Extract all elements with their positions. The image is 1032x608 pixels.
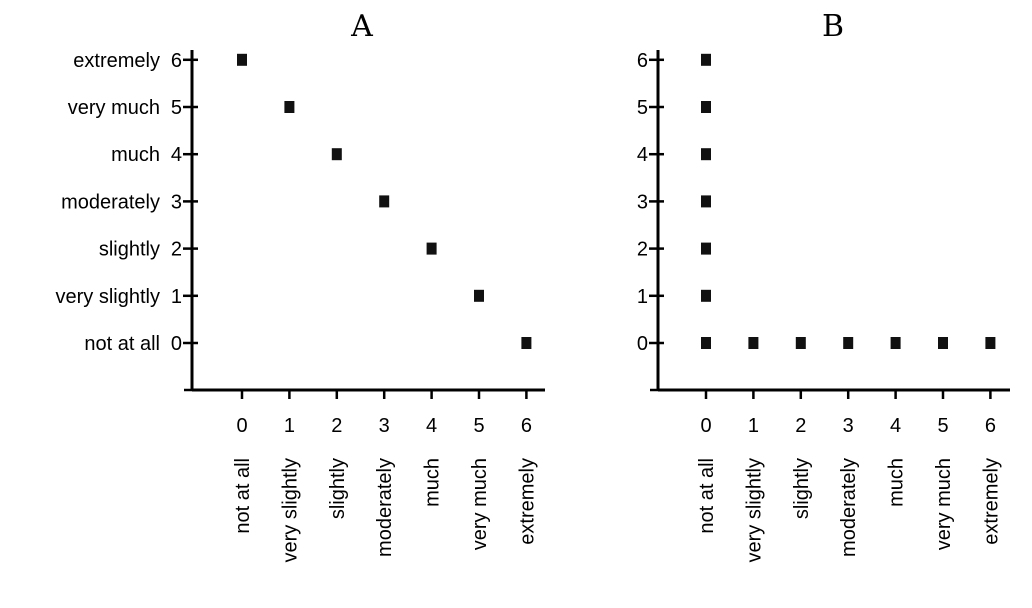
panel-a-point	[474, 289, 484, 302]
panel-b-point	[701, 53, 711, 66]
panel-b-x-tick-label: 4	[890, 415, 901, 437]
panel-a-y-tick-word: moderately	[61, 191, 160, 213]
panel-a-point	[379, 195, 390, 208]
panel-a-ticks: 0 not at all 1 very slightly 2 slightly 3 moder…	[56, 50, 539, 563]
panel-b-x-tick-word: very much	[933, 458, 955, 550]
panel-b-title: B	[822, 9, 844, 44]
panel-b-point	[985, 337, 996, 349]
panel-b-y-tick-label: 0	[637, 333, 648, 355]
panel-b-y-tick-label: 5	[637, 97, 648, 119]
panel-b-x-tick-word: extremely	[980, 458, 1002, 545]
panel-a-y-tick-label: 1	[171, 286, 182, 308]
panel-a-x-tick-word: extremely	[516, 458, 538, 545]
panel-a-x-tick-label: 5	[473, 415, 484, 437]
panel-a-y-tick-word: much	[111, 144, 160, 166]
panel-a-y-tick-word: very much	[68, 97, 160, 119]
panel-a-y-tick-label: 0	[171, 333, 182, 355]
panel-b-x-tick-word: not at all	[696, 458, 718, 534]
panel-b-point	[890, 337, 901, 349]
panel-b-x-tick-label: 1	[748, 415, 759, 437]
panel-a-y-tick-word: not at all	[84, 333, 160, 355]
panel-a-x-tick-word: slightly	[327, 458, 349, 519]
panel-a-x-tick-word: not at all	[232, 458, 254, 534]
panel-b-y-tick-label: 3	[637, 191, 648, 213]
panel-a-x-tick-label: 6	[521, 415, 532, 437]
panel-b: B 0 not at all 1 very slightly 2 slightly 3 mod…	[637, 9, 1010, 562]
panel-b-point	[938, 337, 948, 349]
panel-a-y-tick-label: 5	[171, 97, 182, 119]
panel-b-x-tick-word: moderately	[838, 458, 860, 557]
panel-b-point	[795, 337, 806, 349]
panel-a-x-tick-label: 0	[236, 415, 247, 437]
panel-b-x-tick-word: slightly	[791, 458, 813, 519]
panel-a-y-tick-word: slightly	[99, 239, 160, 261]
panel-b-point	[701, 148, 711, 161]
panel-a-point	[426, 242, 437, 255]
panel-a-title: A	[350, 9, 373, 44]
panel-b-y-tick-label: 6	[637, 50, 648, 72]
panel-b-y-tick-label: 1	[637, 286, 648, 308]
panel-a-x-tick-word: very slightly	[279, 458, 301, 562]
panel-b-point	[701, 289, 711, 302]
panel-a-y-tick-word: very slightly	[56, 286, 160, 308]
panel-b-x-tick-label: 2	[795, 415, 806, 437]
panel-b-y-tick-label: 4	[637, 144, 648, 166]
panel-a-point	[284, 101, 295, 113]
panel-a-points	[237, 53, 532, 349]
panel-a-x-tick-label: 3	[379, 415, 390, 437]
panel-b-x-tick-word: very slightly	[743, 458, 765, 562]
panel-b-point	[701, 337, 711, 349]
panel-a-y-tick-label: 6	[171, 50, 182, 72]
panel-a-x-tick-label: 2	[331, 415, 342, 437]
panel-b-point	[748, 337, 759, 349]
panel-a-y-tick-label: 2	[171, 239, 182, 261]
panel-a-x-tick-label: 4	[426, 415, 437, 437]
panel-a-point	[331, 148, 342, 161]
panel-b-x-tick-label: 0	[700, 415, 711, 437]
panel-a-point	[237, 53, 247, 66]
panel-a-x-tick-word: much	[422, 458, 444, 507]
panel-a-x-tick-word: moderately	[374, 458, 396, 557]
panel-a-y-tick-label: 4	[171, 144, 182, 166]
panel-b-point	[701, 242, 711, 255]
panel-b-y-tick-label: 2	[637, 239, 648, 261]
panel-a-x-tick-label: 1	[284, 415, 295, 437]
panel-a: A 0 not at all 1 very slightly 2 slightly 3 mod…	[56, 9, 545, 562]
panel-b-x-tick-label: 6	[985, 415, 996, 437]
panel-a-y-tick-word: extremely	[73, 50, 160, 72]
panel-a-point	[521, 337, 532, 349]
panel-b-ticks: 0 not at all 1 very slightly 2 slightly 3 moder…	[637, 50, 1003, 563]
panel-b-points	[701, 53, 996, 349]
panel-b-x-tick-word: much	[886, 458, 908, 507]
panel-b-point	[701, 101, 711, 113]
panel-a-axes	[190, 50, 545, 392]
panel-a-y-tick-label: 3	[171, 191, 182, 213]
panel-b-point	[843, 337, 854, 349]
panel-b-x-tick-label: 3	[843, 415, 854, 437]
panel-b-x-tick-label: 5	[937, 415, 948, 437]
panel-a-x-tick-word: very much	[469, 458, 491, 550]
panel-b-point	[701, 195, 711, 208]
